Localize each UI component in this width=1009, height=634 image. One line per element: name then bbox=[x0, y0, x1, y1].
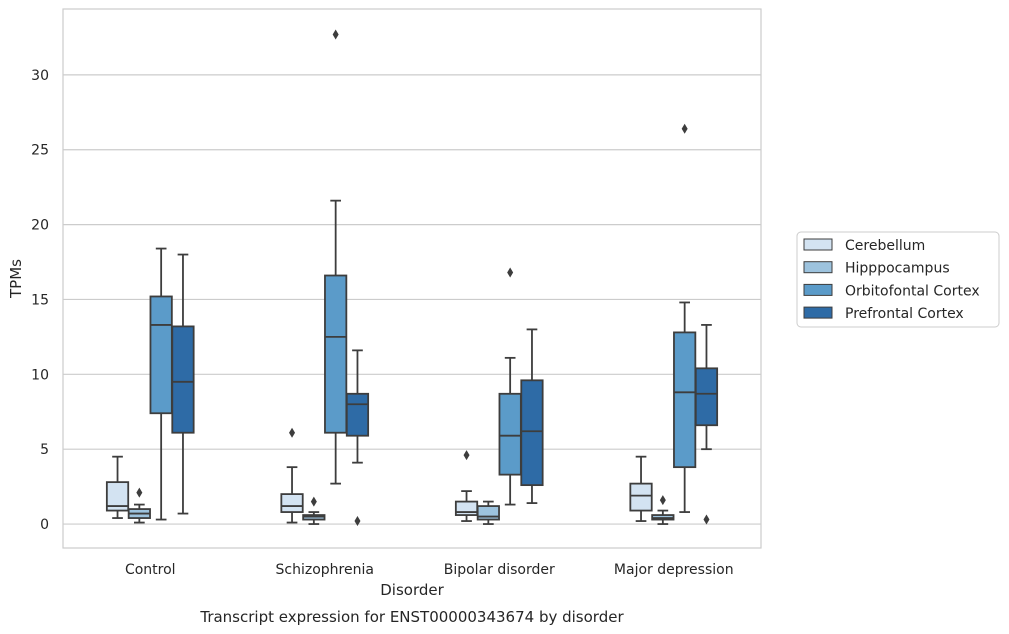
y-tick-label: 20 bbox=[31, 218, 49, 234]
box-groups bbox=[105, 29, 719, 527]
x-axis-ticks: Control Schizophrenia Bipolar disorder Majo… bbox=[125, 562, 734, 578]
category-group bbox=[105, 247, 195, 524]
x-tick-label: Control bbox=[125, 562, 176, 578]
box bbox=[476, 505, 500, 521]
x-tick-label: Major depression bbox=[614, 562, 734, 578]
y-tick-label: 15 bbox=[31, 292, 49, 308]
category-group bbox=[454, 267, 544, 525]
legend-swatch bbox=[803, 306, 833, 319]
box bbox=[149, 295, 173, 415]
outlier-point bbox=[659, 495, 666, 506]
box bbox=[324, 274, 348, 434]
plot-frame bbox=[62, 8, 762, 549]
outlier-point bbox=[310, 496, 317, 507]
x-tick-label: Schizophrenia bbox=[276, 562, 374, 578]
box bbox=[498, 392, 522, 476]
y-tick-label: 5 bbox=[40, 442, 49, 458]
outlier-point bbox=[332, 29, 339, 40]
box bbox=[171, 325, 195, 434]
outlier-point bbox=[354, 516, 361, 527]
legend-label: Hipppocampus bbox=[845, 261, 950, 277]
legend-frame bbox=[796, 231, 1000, 328]
legend-label: Orbitofontal Cortex bbox=[845, 283, 980, 299]
outlier-point bbox=[289, 427, 296, 438]
y-tick-label: 10 bbox=[31, 367, 49, 383]
box bbox=[520, 379, 544, 487]
box bbox=[280, 493, 304, 513]
chart-title: Transcript expression for ENST0000034367… bbox=[199, 608, 624, 626]
y-axis-ticks: 0 5 10 15 20 25 30 bbox=[31, 68, 49, 533]
legend-swatch bbox=[803, 261, 833, 274]
y-tick-label: 25 bbox=[31, 143, 49, 159]
x-axis-label: Disorder bbox=[380, 581, 444, 599]
box bbox=[673, 331, 697, 469]
outlier-point bbox=[703, 514, 710, 525]
y-axis-label: TPMs bbox=[7, 259, 25, 299]
y-tick-label: 30 bbox=[31, 68, 49, 84]
box bbox=[694, 367, 719, 427]
box bbox=[345, 392, 370, 437]
box bbox=[629, 482, 653, 512]
outlier-point bbox=[136, 487, 143, 498]
box bbox=[454, 500, 479, 516]
legend-label: Cerebellum bbox=[845, 238, 925, 254]
box bbox=[105, 481, 130, 512]
y-tick-label: 0 bbox=[40, 517, 49, 533]
legend-label: Prefrontal Cortex bbox=[845, 306, 964, 322]
legend: Cerebellum Hipppocampus Orbitofontal Corte… bbox=[796, 231, 1000, 328]
category-group bbox=[629, 123, 719, 525]
legend-swatch bbox=[803, 283, 833, 296]
legend-swatch bbox=[803, 238, 833, 251]
outlier-point bbox=[681, 123, 688, 134]
outlier-point bbox=[463, 450, 470, 461]
x-tick-label: Bipolar disorder bbox=[444, 562, 555, 578]
outlier-point bbox=[507, 267, 514, 278]
category-group bbox=[280, 29, 370, 527]
